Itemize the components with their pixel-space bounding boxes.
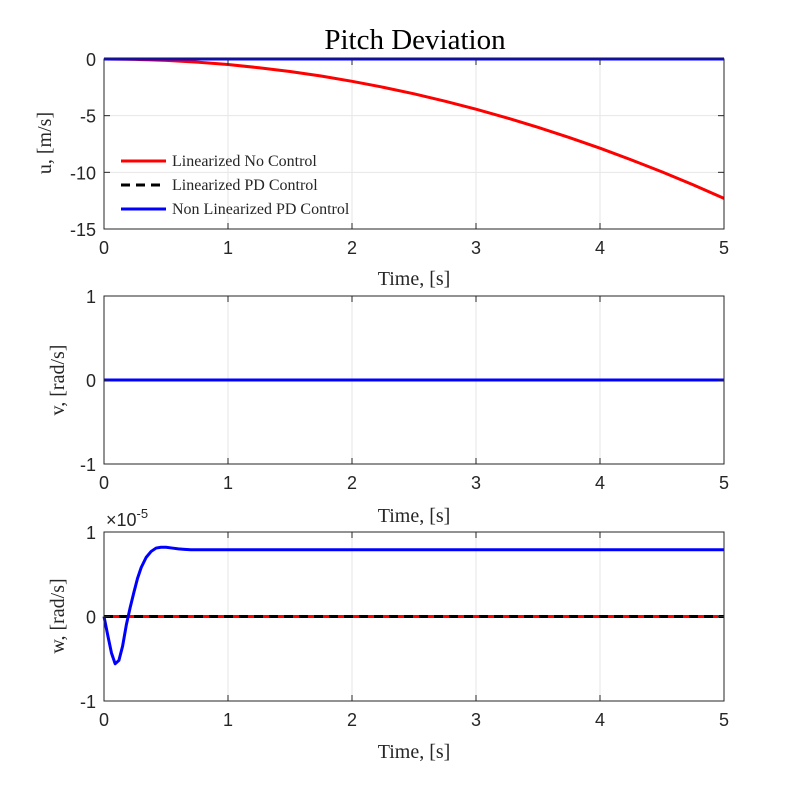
legend-label-linearized-no-control: Linearized No Control (172, 153, 317, 170)
v-xtick-label-1: 1 (223, 473, 233, 493)
w-xtick-label-2: 2 (347, 710, 357, 730)
w-exponent-label: ×10-5 (106, 506, 148, 530)
u-ytick-label-1: -10 (70, 163, 96, 183)
v-ytick-label-1: 0 (86, 371, 96, 391)
u-xtick-label-4: 4 (595, 238, 605, 258)
w-xlabel: Time, [s] (378, 741, 451, 763)
subplot-u: 0 1 2 3 4 5 -15 -10 -5 0 u, [m/s] Time, [s] (34, 50, 729, 290)
u-xtick-label-3: 3 (471, 238, 481, 258)
u-xlabel: Time, [s] (378, 268, 451, 290)
legend-label-non-linearized-pd-control: Non Linearized PD Control (172, 201, 350, 218)
u-xtick-label-2: 2 (347, 238, 357, 258)
figure-title: Pitch Deviation (324, 24, 506, 56)
subplot-v: 0 1 2 3 4 5-101 v, [rad/s] Time, [s] (47, 287, 729, 527)
w-xtick-label-0: 0 (99, 710, 109, 730)
u-xtick-label-5: 5 (719, 238, 729, 258)
v-ytick-label-2: 1 (86, 287, 96, 307)
u-ytick-label-2: -5 (80, 107, 96, 127)
w-plot-area: 0 1 2 3 4 5-101 (80, 523, 729, 730)
v-xtick-label-3: 3 (471, 473, 481, 493)
v-xtick-label-5: 5 (719, 473, 729, 493)
v-xtick-label-2: 2 (347, 473, 357, 493)
u-ylabel: u, [m/s] (34, 112, 56, 174)
u-ytick-label-0: -15 (70, 220, 96, 240)
w-xtick-label-4: 4 (595, 710, 605, 730)
u-xtick-label-1: 1 (223, 238, 233, 258)
w-ylabel: w, [rad/s] (47, 578, 69, 653)
u-plot-area: 0 1 2 3 4 5 -15 -10 -5 0 (70, 50, 729, 258)
v-ylabel: v, [rad/s] (47, 345, 69, 416)
w-ytick-label-2: 1 (86, 523, 96, 543)
u-series-linearized-no-control (103, 57, 725, 200)
w-xtick-label-3: 3 (471, 710, 481, 730)
legend: Linearized No Control Linearized PD Cont… (121, 153, 350, 218)
v-plot-area: 0 1 2 3 4 5-101 (80, 287, 729, 493)
w-xtick-label-5: 5 (719, 710, 729, 730)
w-ytick-label-0: -1 (80, 692, 96, 712)
w-series-non-linearized-pd-control (102, 545, 724, 666)
v-xlabel: Time, [s] (378, 505, 451, 527)
u-axes-background (104, 59, 724, 229)
w-ytick-label-1: 0 (86, 608, 96, 628)
u-ytick-label-3: 0 (86, 50, 96, 70)
legend-label-linearized-pd-control: Linearized PD Control (172, 177, 318, 194)
u-xtick-label-0: 0 (99, 238, 109, 258)
v-xtick-label-4: 4 (595, 473, 605, 493)
w-xtick-label-1: 1 (223, 710, 233, 730)
u-axes-frame (103, 58, 725, 230)
subplot-w: 0 1 2 3 4 5-101 w, [rad/s] Time, [s] ×10-5 (47, 506, 729, 763)
v-xtick-label-0: 0 (99, 473, 109, 493)
v-ytick-label-0: -1 (80, 455, 96, 475)
